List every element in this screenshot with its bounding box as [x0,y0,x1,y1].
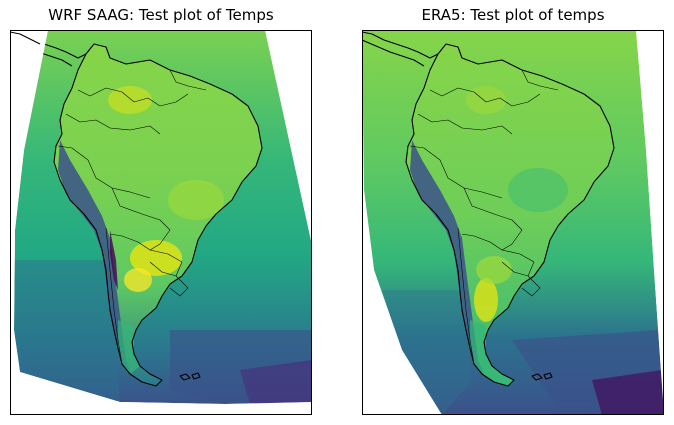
central-america-coastline [362,31,439,59]
era5-temperature-map [362,30,664,415]
warm-zone-pampas [474,278,498,322]
south-america-coastline [53,43,263,387]
right-panel-title: ERA5: Test plot of temps [421,6,605,24]
map-frame [10,30,312,415]
falklands [531,372,553,381]
falklands [179,372,201,381]
south-america-coastline [405,43,615,387]
country-borders [409,69,559,365]
map-frame [362,30,664,415]
left-panel-title: WRF SAAG: Test plot of Temps [48,6,274,24]
country-borders [57,69,207,365]
warm-zone-chaco [130,240,182,276]
wrf-saag-temperature-map [10,30,312,415]
